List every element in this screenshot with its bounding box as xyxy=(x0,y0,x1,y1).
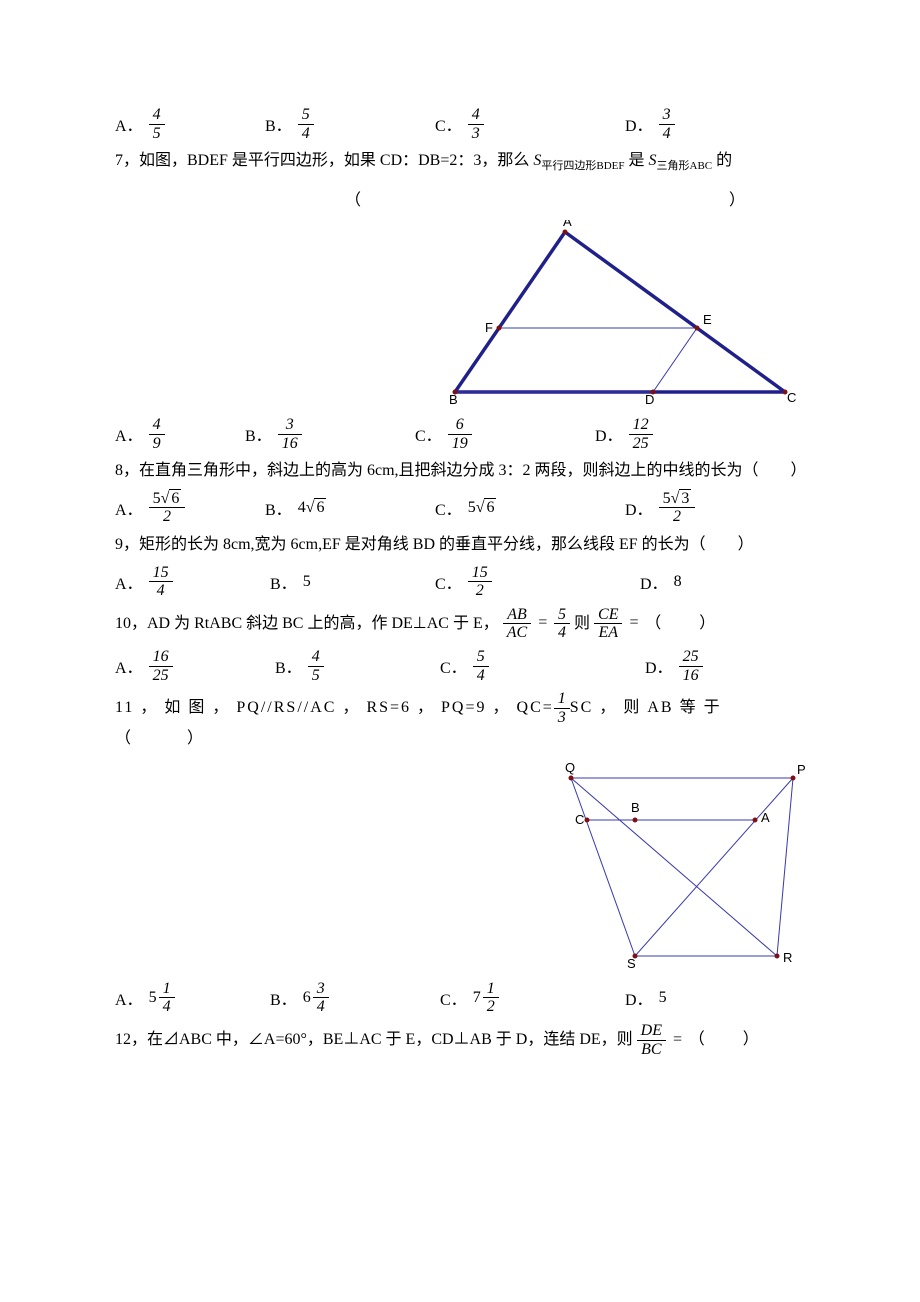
svg-text:B: B xyxy=(449,392,458,406)
q8-option-b: B． 4√6 xyxy=(265,496,435,520)
q6-option-a: A． 4 5 xyxy=(115,106,265,142)
q9-option-a: A． 15 4 xyxy=(115,564,270,600)
q7-text-mid: 是 xyxy=(629,152,645,169)
q7-paren-row: （ ） xyxy=(115,180,805,216)
svg-text:B: B xyxy=(631,800,640,815)
q6-options: A． 4 5 B． 5 4 C． 4 3 D． 3 4 xyxy=(115,106,805,142)
q7-s2-pre: S xyxy=(649,152,657,169)
opt-label-b: B． xyxy=(265,112,292,136)
q9-option-b: B． 5 xyxy=(270,570,435,594)
q7-paren-left: （ xyxy=(345,186,361,210)
svg-text:R: R xyxy=(783,950,792,965)
q11-option-c: C． 7 1 2 xyxy=(440,980,625,1016)
q11-option-d: D． 5 xyxy=(625,986,667,1010)
q6-c-frac: 4 3 xyxy=(468,106,484,142)
q7-paren-right: ） xyxy=(729,186,745,210)
svg-text:P: P xyxy=(797,762,805,777)
q7-option-a: A． 4 9 xyxy=(115,416,245,452)
q10-option-c: C． 5 4 xyxy=(440,648,645,684)
opt-label-a: A． xyxy=(115,112,143,136)
q9-stem: 9，矩形的长为 8cm,宽为 6cm,EF 是对角线 BD 的垂直平分线，那么线… xyxy=(115,532,805,558)
q12-stem: 12，在⊿ABC 中，∠A=60°，BE⊥AC 于 E，CD⊥AB 于 D，连结… xyxy=(115,1022,805,1058)
q7-option-d: D． 12 25 xyxy=(595,416,653,452)
svg-text:C: C xyxy=(575,812,584,827)
svg-text:E: E xyxy=(703,312,712,327)
q11-diagram: Q P C B A S R xyxy=(535,760,805,970)
q11-options: A． 5 1 4 B． 6 3 4 C． 7 xyxy=(115,980,805,1016)
opt-label-c: C． xyxy=(435,112,462,136)
q6-a-frac: 4 5 xyxy=(149,106,165,142)
q6-b-frac: 5 4 xyxy=(298,106,314,142)
q10-option-a: A． 16 25 xyxy=(115,648,275,684)
q8-stem: 8，在直角三角形中，斜边上的高为 6cm,且把斜边分成 3：2 两段，则斜边上的… xyxy=(115,458,805,484)
q7-stem: 7，如图，BDEF 是平行四边形，如果 CD：DB=2：3，那么 S 平行四边形B… xyxy=(115,148,805,176)
svg-text:A: A xyxy=(761,810,770,825)
q7-text-post: 的 xyxy=(716,152,732,169)
q10-option-b: B． 4 5 xyxy=(275,648,440,684)
q9-option-d: D． 8 xyxy=(640,570,682,594)
q8-option-d: D． 5√3 2 xyxy=(625,490,695,526)
q7-option-c: C． 6 19 xyxy=(415,416,595,452)
q11-stem: 11 ， 如 图 ， PQ//RS//AC ， RS=6 ， PQ=9 ， QC… xyxy=(115,690,805,752)
svg-text:C: C xyxy=(787,390,796,405)
q11-option-b: B． 6 3 4 xyxy=(270,980,440,1016)
q10-stem: 10，AD 为 RtABC 斜边 BC 上的高，作 DE⊥AC 于 E， AB … xyxy=(115,606,805,642)
svg-text:A: A xyxy=(563,220,572,229)
q7-options: A． 4 9 B． 3 16 C． 6 19 D． 12 25 xyxy=(115,416,805,452)
q7-s1-sub: 平行四边形BDEF xyxy=(541,160,624,172)
svg-text:F: F xyxy=(485,320,493,335)
q7-text-pre: 7，如图，BDEF 是平行四边形，如果 CD：DB=2：3，那么 xyxy=(115,152,529,169)
q6-d-frac: 3 4 xyxy=(659,106,675,142)
svg-text:D: D xyxy=(645,392,654,406)
q7-s2-sub: 三角形ABC xyxy=(657,160,713,172)
opt-label-d: D． xyxy=(625,112,653,136)
q10-options: A． 16 25 B． 4 5 C． 5 4 D． 25 16 xyxy=(115,648,805,684)
q6-option-b: B． 5 4 xyxy=(265,106,435,142)
q6-option-d: D． 3 4 xyxy=(625,106,675,142)
q10-option-d: D． 25 16 xyxy=(645,648,703,684)
svg-text:S: S xyxy=(627,956,636,970)
q8-option-c: C． 5√6 xyxy=(435,496,625,520)
q8-option-a: A． 5√6 2 xyxy=(115,490,265,526)
q7-option-b: B． 3 16 xyxy=(245,416,415,452)
q9-options: A． 15 4 B． 5 C． 15 2 D． 8 xyxy=(115,564,805,600)
svg-text:Q: Q xyxy=(565,760,575,775)
q7-diagram: A B C D E F xyxy=(415,220,805,406)
q11-option-a: A． 5 1 4 xyxy=(115,980,270,1016)
q8-options: A． 5√6 2 B． 4√6 C． 5√6 D． 5√3 xyxy=(115,490,805,526)
q6-option-c: C． 4 3 xyxy=(435,106,625,142)
q9-option-c: C． 15 2 xyxy=(435,564,640,600)
